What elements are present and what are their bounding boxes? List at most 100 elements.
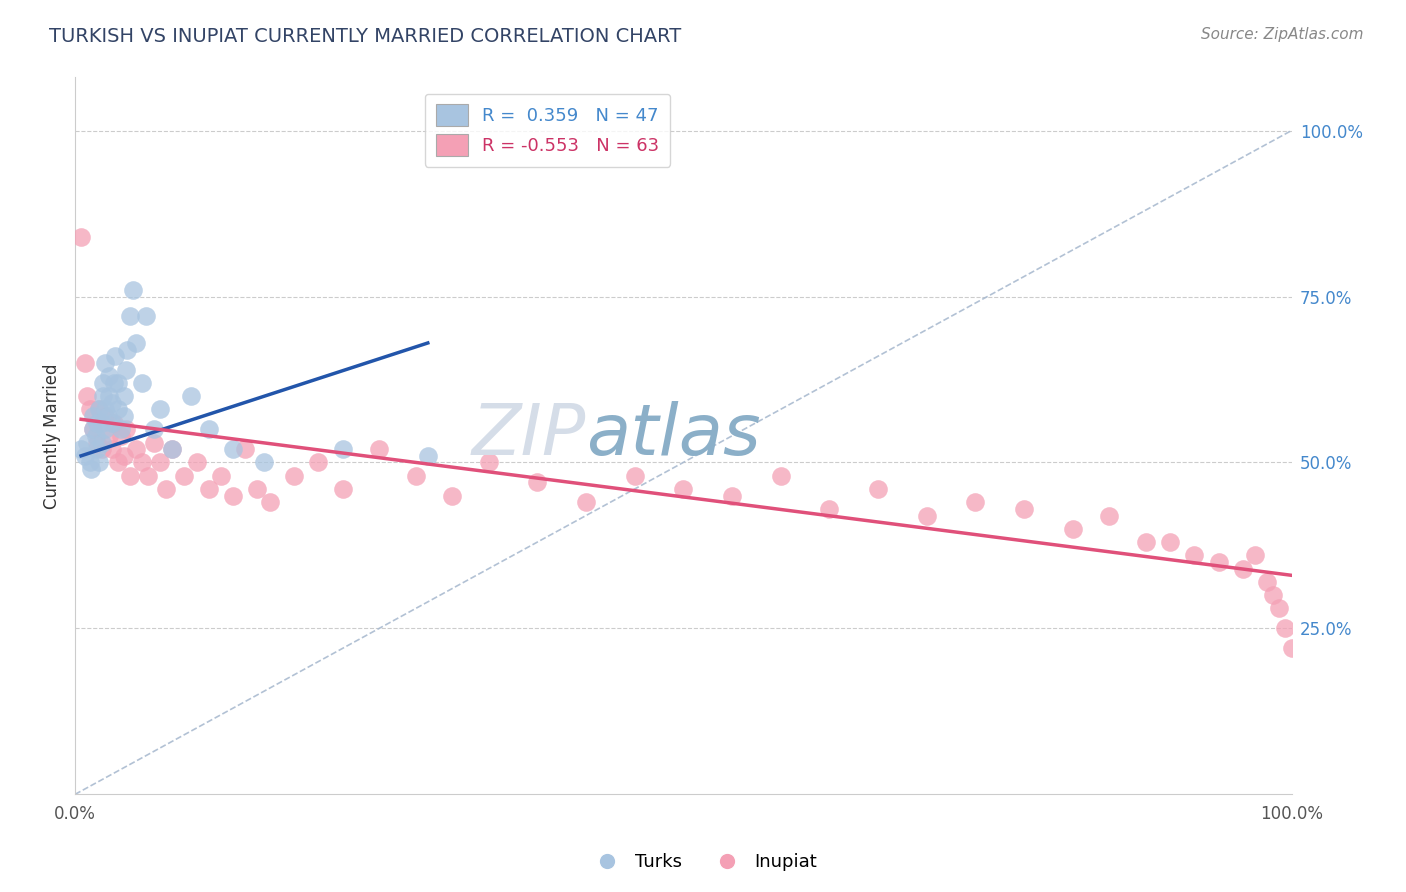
Point [1182, 549, 1205, 563]
Point [209, 468, 232, 483]
Point [252, 455, 274, 469]
Text: atlas: atlas [586, 401, 761, 470]
Point [1281, 641, 1303, 656]
Point [575, 495, 598, 509]
Point [672, 482, 695, 496]
Point [1256, 574, 1278, 589]
Point [246, 482, 269, 496]
Point [173, 468, 195, 483]
Point [100, 395, 122, 409]
Point [90, 435, 112, 450]
Point [79, 402, 101, 417]
Point [721, 489, 744, 503]
Point [405, 468, 427, 483]
Point [90, 442, 112, 457]
Point [441, 489, 464, 503]
Point [94, 409, 117, 423]
Point [1159, 535, 1181, 549]
Point [86, 435, 108, 450]
Point [1244, 549, 1267, 563]
Point [76, 435, 98, 450]
Point [623, 468, 645, 483]
Point [125, 442, 148, 457]
Point [110, 429, 132, 443]
Point [94, 422, 117, 436]
Point [149, 402, 172, 417]
Point [97, 409, 120, 423]
Point [769, 468, 792, 483]
Point [112, 389, 135, 403]
Text: Source: ZipAtlas.com: Source: ZipAtlas.com [1201, 27, 1364, 42]
Point [84, 429, 107, 443]
Point [866, 482, 889, 496]
Point [1098, 508, 1121, 523]
Point [162, 442, 184, 457]
Point [89, 402, 111, 417]
Point [94, 402, 117, 417]
Point [98, 429, 121, 443]
Point [368, 442, 391, 457]
Point [125, 335, 148, 350]
Point [1135, 535, 1157, 549]
Point [332, 482, 354, 496]
Point [233, 442, 256, 457]
Point [143, 435, 166, 450]
Point [1208, 555, 1230, 569]
Point [283, 468, 305, 483]
Point [526, 475, 548, 490]
Point [107, 455, 129, 469]
Point [118, 310, 141, 324]
Point [80, 462, 103, 476]
Point [965, 495, 987, 509]
Point [332, 442, 354, 457]
Point [1062, 522, 1084, 536]
Point [1232, 562, 1254, 576]
Point [149, 455, 172, 469]
Point [112, 409, 135, 423]
Point [89, 402, 111, 417]
Point [100, 416, 122, 430]
Point [131, 455, 153, 469]
Point [79, 455, 101, 469]
Legend: R =  0.359   N = 47, R = -0.553   N = 63: R = 0.359 N = 47, R = -0.553 N = 63 [425, 94, 671, 167]
Point [1274, 621, 1296, 635]
Point [98, 369, 121, 384]
Point [143, 422, 166, 436]
Point [416, 449, 439, 463]
Point [70, 442, 93, 457]
Point [222, 442, 245, 457]
Point [180, 389, 202, 403]
Point [198, 482, 221, 496]
Point [73, 356, 96, 370]
Point [259, 495, 281, 509]
Point [89, 455, 111, 469]
Point [110, 422, 132, 436]
Point [112, 449, 135, 463]
Point [86, 442, 108, 457]
Point [103, 416, 125, 430]
Point [91, 376, 114, 390]
Point [107, 402, 129, 417]
Point [91, 389, 114, 403]
Point [82, 422, 104, 436]
Point [70, 229, 93, 244]
Point [76, 389, 98, 403]
Point [115, 362, 138, 376]
Point [136, 468, 159, 483]
Point [222, 489, 245, 503]
Point [186, 455, 208, 469]
Point [86, 416, 108, 430]
Point [100, 442, 122, 457]
Point [478, 455, 501, 469]
Point [818, 502, 841, 516]
Point [107, 376, 129, 390]
Point [307, 455, 329, 469]
Point [122, 283, 145, 297]
Point [117, 343, 139, 357]
Y-axis label: Currently Married: Currently Married [44, 363, 60, 508]
Point [90, 416, 112, 430]
Point [73, 449, 96, 463]
Point [1268, 601, 1291, 615]
Point [82, 422, 104, 436]
Point [131, 376, 153, 390]
